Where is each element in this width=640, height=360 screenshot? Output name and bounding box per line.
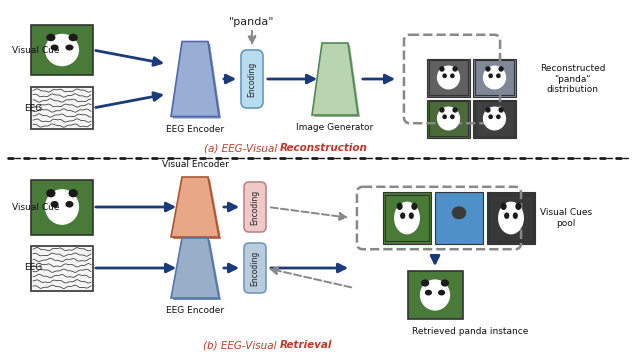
Text: Visual Cue: Visual Cue [12,202,60,212]
Ellipse shape [452,206,466,219]
Ellipse shape [65,201,74,208]
Polygon shape [173,179,221,239]
FancyBboxPatch shape [490,195,532,242]
Ellipse shape [412,203,417,210]
Text: Encoding: Encoding [248,61,257,96]
Text: EEG: EEG [24,104,42,113]
Polygon shape [171,41,219,117]
Ellipse shape [485,107,491,113]
FancyBboxPatch shape [31,87,93,129]
FancyBboxPatch shape [475,102,514,136]
Ellipse shape [439,66,445,72]
FancyBboxPatch shape [408,271,463,319]
Ellipse shape [513,212,518,219]
Polygon shape [171,238,219,298]
Ellipse shape [394,202,420,234]
Ellipse shape [46,34,56,41]
FancyBboxPatch shape [31,180,93,234]
FancyBboxPatch shape [487,192,535,244]
Ellipse shape [400,212,405,219]
Ellipse shape [442,73,447,78]
Ellipse shape [409,212,414,219]
Ellipse shape [496,114,500,119]
Ellipse shape [499,66,504,72]
Text: "panda": "panda" [229,17,275,27]
Ellipse shape [499,107,504,113]
Text: EEG Encoder: EEG Encoder [166,306,224,315]
FancyBboxPatch shape [475,60,514,95]
Ellipse shape [483,66,506,90]
Ellipse shape [450,73,454,78]
Ellipse shape [450,114,454,119]
Text: Reconstructed
"panda"
distribution: Reconstructed "panda" distribution [540,64,605,94]
Ellipse shape [515,203,522,210]
Text: Retrieved panda instance: Retrieved panda instance [412,327,529,336]
Text: EEG: EEG [24,264,42,273]
Text: Encoding: Encoding [250,189,259,225]
Ellipse shape [439,107,445,113]
Ellipse shape [504,212,509,219]
Text: (a) EEG-Visual: (a) EEG-Visual [204,143,280,153]
Ellipse shape [51,45,59,50]
Ellipse shape [452,66,458,72]
Ellipse shape [498,202,524,234]
FancyBboxPatch shape [473,59,516,96]
FancyBboxPatch shape [383,192,431,244]
FancyBboxPatch shape [385,195,429,242]
Ellipse shape [437,66,460,90]
Text: Visual Cue: Visual Cue [12,45,60,54]
Text: Image Generator: Image Generator [296,123,374,132]
Text: EEG Encoder: EEG Encoder [166,125,224,134]
Ellipse shape [45,189,79,225]
FancyBboxPatch shape [435,192,483,244]
Ellipse shape [441,279,449,287]
Text: (b) EEG-Visual: (b) EEG-Visual [204,340,280,350]
Ellipse shape [425,290,432,296]
Ellipse shape [65,45,74,50]
Ellipse shape [488,73,493,78]
Polygon shape [173,240,221,300]
Polygon shape [171,177,219,237]
FancyBboxPatch shape [427,59,470,96]
Text: Visual Encoder: Visual Encoder [161,160,228,169]
FancyBboxPatch shape [429,60,468,95]
Ellipse shape [68,34,78,41]
Ellipse shape [397,203,403,210]
FancyBboxPatch shape [429,102,468,136]
Text: Retrieval: Retrieval [280,340,332,350]
FancyBboxPatch shape [473,99,516,138]
FancyBboxPatch shape [241,50,263,108]
Ellipse shape [485,66,491,72]
FancyBboxPatch shape [244,243,266,293]
Ellipse shape [500,203,507,210]
FancyBboxPatch shape [427,99,470,138]
FancyBboxPatch shape [31,25,93,75]
Ellipse shape [45,34,79,66]
Ellipse shape [442,114,447,119]
Text: Reconstruction: Reconstruction [280,143,368,153]
Ellipse shape [452,107,458,113]
Ellipse shape [51,201,59,208]
Polygon shape [312,43,358,115]
Ellipse shape [496,73,500,78]
Ellipse shape [438,290,445,296]
Text: Encoding: Encoding [250,250,259,285]
Ellipse shape [421,279,429,287]
Ellipse shape [437,107,460,130]
Text: Visual Cues
pool: Visual Cues pool [540,208,592,228]
Ellipse shape [420,279,450,311]
FancyBboxPatch shape [244,182,266,232]
Polygon shape [173,44,221,118]
FancyBboxPatch shape [31,246,93,291]
Ellipse shape [68,189,78,197]
Ellipse shape [46,189,56,197]
Ellipse shape [488,114,493,119]
Ellipse shape [483,107,506,130]
Polygon shape [314,45,360,117]
